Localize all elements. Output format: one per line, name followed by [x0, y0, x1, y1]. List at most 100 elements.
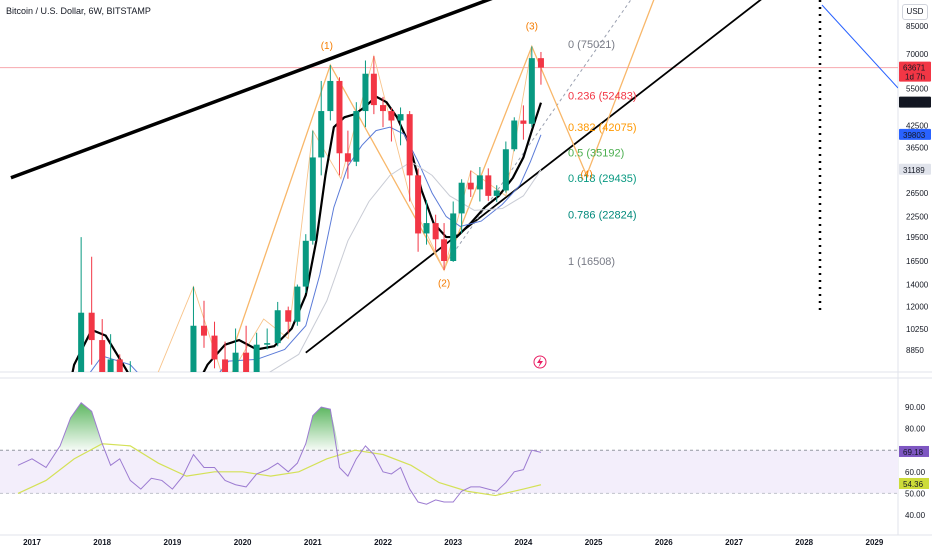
fib-label-3: 0.5 (35192): [568, 148, 624, 160]
x-tick-0: 2017: [23, 538, 41, 547]
candle-body-17: [285, 310, 292, 322]
price-badge-bg-3: [899, 163, 931, 175]
candle-body-25: [353, 111, 360, 162]
main-pane: [0, 0, 898, 372]
rsi-badge-0: 69.18: [903, 448, 924, 457]
x-tick-4: 2021: [304, 538, 322, 547]
rsi-badge-bg-1: [899, 477, 929, 489]
candle-body-11: [222, 359, 229, 372]
candle-body-20: [309, 157, 316, 241]
upper-trendline: [10, 0, 493, 180]
price-badge-1: 49835: [903, 99, 926, 108]
fib-label-2: 0.382 (42075): [568, 122, 637, 134]
y-tick-1: 70000: [906, 50, 929, 59]
x-tick-8: 2025: [585, 538, 603, 547]
candle-body-4: [107, 359, 114, 372]
dashed-projection: [449, 0, 632, 259]
x-tick-9: 2026: [655, 538, 673, 547]
x-tick-3: 2020: [234, 538, 252, 547]
x-tick-10: 2027: [725, 538, 743, 547]
candle-body-24: [344, 153, 351, 162]
candle-body-19: [302, 240, 309, 287]
y-tick-11: 10250: [906, 325, 929, 334]
flash-icon: [533, 355, 547, 369]
rsi-band: [0, 450, 898, 494]
candle-body-12: [232, 352, 239, 372]
lower-trendline: [305, 0, 762, 354]
ma-blue: [89, 126, 542, 372]
y-tick-5: 26500: [906, 189, 929, 198]
rsi-line: [17, 401, 542, 505]
candle-body-8: [190, 325, 197, 372]
candle-body-32: [415, 175, 422, 234]
rsi-ma-line: [17, 443, 542, 497]
wave-label-3: (4): [580, 169, 592, 180]
candle-body-14: [253, 344, 260, 372]
y-tick-12: 8850: [906, 346, 924, 355]
ma-black: [71, 95, 542, 372]
candle-body-29: [388, 111, 395, 121]
fib-label-0: 0 (75021): [568, 39, 615, 51]
rsi-tick-3: 60.00: [905, 468, 926, 477]
candle-body-35: [441, 239, 448, 261]
candle-body-2: [88, 312, 95, 341]
candle-body-38: [467, 182, 474, 190]
price-badge-bg-0: [899, 61, 931, 82]
candle-body-9: [200, 325, 207, 336]
wave-label-0: (1): [321, 41, 333, 52]
price-badge-0: 63671: [903, 64, 926, 73]
price-badge-bg-1: [899, 96, 931, 108]
rsi-pane: [0, 401, 898, 505]
candle-body-45: [528, 58, 535, 124]
rsi-tick-5: 40.00: [905, 511, 926, 520]
candle-body-22: [327, 80, 334, 112]
rsi-badge-bg-0: [899, 445, 929, 457]
candle-body-3: [99, 340, 106, 372]
candle-body-26: [362, 73, 369, 112]
wave-label-2: (3): [526, 22, 538, 33]
blue-projection: [821, 4, 898, 89]
fib-label-6: 1 (16508): [568, 256, 615, 268]
y-tick-9: 14000: [906, 281, 929, 290]
candle-body-31: [406, 114, 413, 176]
x-tick-12: 2029: [866, 538, 884, 547]
candle-body-30: [397, 114, 404, 121]
candle-body-41: [493, 190, 500, 196]
candle-body-34: [432, 223, 439, 240]
y-tick-10: 12000: [906, 303, 929, 312]
fib-label-4: 0.618 (29435): [568, 173, 637, 185]
candle-body-43: [511, 120, 518, 150]
candle-body-37: [458, 182, 465, 214]
ma-gray: [268, 161, 542, 372]
candle-body-13: [243, 352, 250, 372]
y-tick-4: 36500: [906, 143, 929, 152]
fib-label-1: 0.236 (52483): [568, 90, 637, 102]
currency-button[interactable]: USD: [902, 4, 928, 20]
wave-lines: [234, 0, 655, 342]
y-tick-7: 19500: [906, 233, 929, 242]
x-tick-11: 2028: [795, 538, 813, 547]
x-tick-1: 2018: [93, 538, 111, 547]
y-tick-3: 42500: [906, 121, 929, 130]
candle-body-10: [211, 335, 218, 360]
candle-body-15: [264, 343, 271, 345]
candle-body-36: [450, 213, 457, 261]
candle-body-40: [485, 175, 492, 196]
x-tick-7: 2024: [515, 538, 533, 547]
price-badge-3: 31189: [903, 166, 925, 175]
y-tick-8: 16500: [906, 257, 929, 266]
rsi-overbought-2021: [305, 407, 340, 451]
x-tick-5: 2022: [374, 538, 392, 547]
candle-body-27: [370, 73, 377, 106]
candle-body-1: [78, 312, 85, 372]
x-tick-2: 2019: [164, 538, 182, 547]
price-badge-2: 39803: [903, 131, 926, 140]
candle-body-5: [116, 359, 123, 372]
candle-body-28: [380, 105, 386, 112]
candle-body-44: [520, 120, 527, 124]
candle-body-39: [476, 175, 483, 190]
price-badge-bg-2: [899, 128, 931, 140]
candle-body-23: [336, 80, 343, 154]
rsi-tick-1: 80.00: [905, 425, 926, 434]
